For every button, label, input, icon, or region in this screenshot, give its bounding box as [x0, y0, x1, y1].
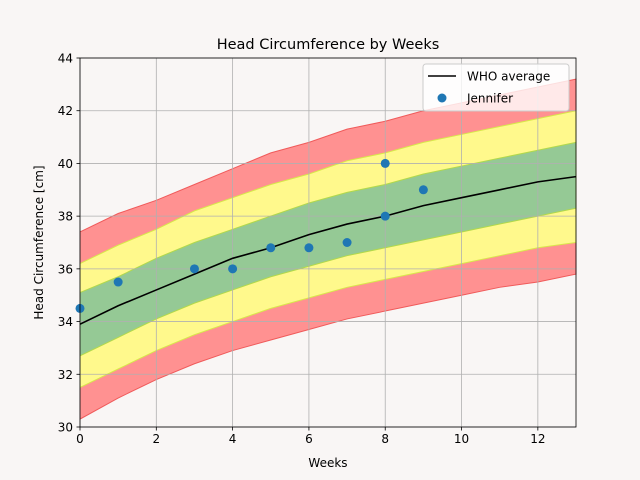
plot-frame	[79, 57, 577, 428]
percentile-bands	[79, 78, 577, 420]
legend: WHO average Jennifer	[422, 63, 570, 112]
y-tick-label-7: 44	[58, 52, 73, 66]
chart-title: Head Circumference by Weeks	[217, 37, 440, 53]
x-tick-label-6: 12	[530, 432, 545, 446]
x-tick-label-0: 0	[76, 432, 84, 446]
data-point-7	[380, 211, 390, 221]
x-tick-label-5: 10	[454, 432, 469, 446]
y-tick-label-3: 36	[58, 262, 73, 276]
y-tick-label-5: 40	[58, 157, 73, 171]
x-axis-ticks: 0 2 4 6 8 10 12	[76, 427, 545, 446]
data-point-6	[342, 238, 352, 247]
y-tick-label-1: 32	[58, 368, 73, 382]
legend-box	[422, 63, 570, 112]
series-line-who-average	[79, 175, 577, 325]
x-axis-label: Weeks	[308, 456, 347, 470]
data-point-1	[113, 277, 123, 287]
x-tick-label-4: 8	[381, 432, 389, 446]
data-point-4	[266, 243, 276, 253]
x-tick-label-1: 2	[152, 432, 160, 446]
data-point-8	[380, 158, 390, 168]
y-axis-ticks: 30 32 34 36 38 40 42 44	[58, 52, 80, 435]
data-point-3	[228, 264, 238, 274]
data-point-9	[418, 185, 428, 195]
data-point-2	[189, 264, 199, 274]
x-tick-label-3: 6	[305, 432, 313, 446]
y-tick-label-0: 30	[58, 421, 73, 435]
y-tick-label-6: 42	[58, 104, 73, 118]
data-point-5	[304, 243, 314, 253]
legend-scatter-marker	[437, 93, 447, 103]
y-tick-label-2: 34	[58, 315, 73, 329]
x-tick-label-2: 4	[229, 432, 237, 446]
y-tick-label-4: 38	[58, 210, 73, 224]
legend-label-1: Jennifer	[466, 92, 513, 106]
legend-label-0: WHO average	[467, 70, 550, 84]
y-axis-label: Head Circumference [cm]	[32, 165, 46, 319]
